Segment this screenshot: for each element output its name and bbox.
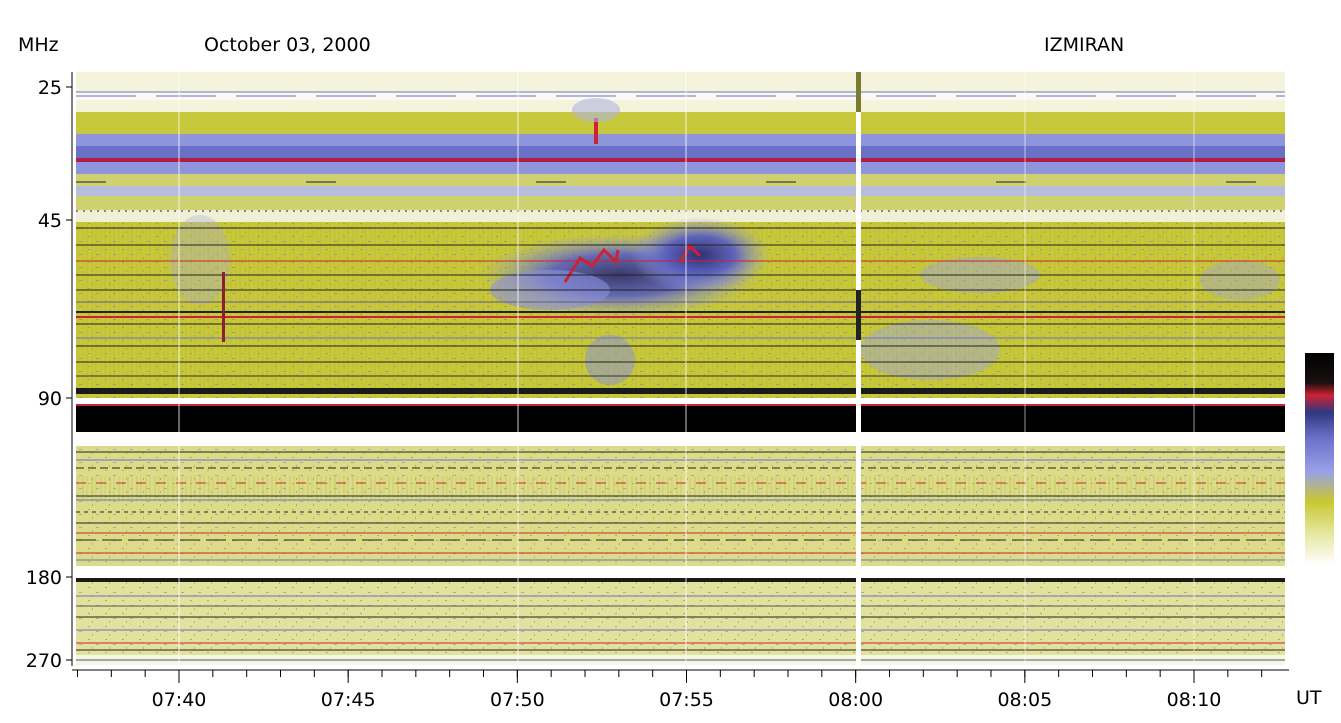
- x-tick-label: 07:45: [321, 689, 376, 711]
- x-axis-unit: UT: [1296, 687, 1322, 709]
- y-tick-label: 25: [38, 77, 62, 99]
- y-tick-label: 270: [26, 650, 62, 672]
- x-axis-minor-ticks: [77, 670, 1263, 677]
- y-tick-label: 180: [26, 567, 62, 589]
- chart-date-title: October 03, 2000: [204, 34, 371, 56]
- x-tick-label: 08:00: [828, 689, 883, 711]
- y-axis-ticks: 25 45 90 180 270: [26, 77, 72, 672]
- x-axis-ticks: 07:40 07:45 07:50 07:55 08:00 08:05 08:10: [152, 670, 1222, 711]
- heatmap-body: [76, 72, 1285, 665]
- x-tick-label: 07:50: [490, 689, 545, 711]
- y-tick-label: 90: [38, 388, 62, 410]
- x-tick-label: 08:05: [997, 689, 1052, 711]
- axes-frame: [71, 72, 1289, 671]
- x-tick-label: 08:10: [1167, 689, 1222, 711]
- y-tick-label: 45: [38, 210, 62, 232]
- x-tick-label: 07:55: [659, 689, 714, 711]
- colorbar: [1305, 353, 1334, 565]
- x-tick-label: 07:40: [152, 689, 207, 711]
- y-axis-unit: MHz: [18, 34, 59, 56]
- observatory-label: IZMIRAN: [1044, 34, 1125, 56]
